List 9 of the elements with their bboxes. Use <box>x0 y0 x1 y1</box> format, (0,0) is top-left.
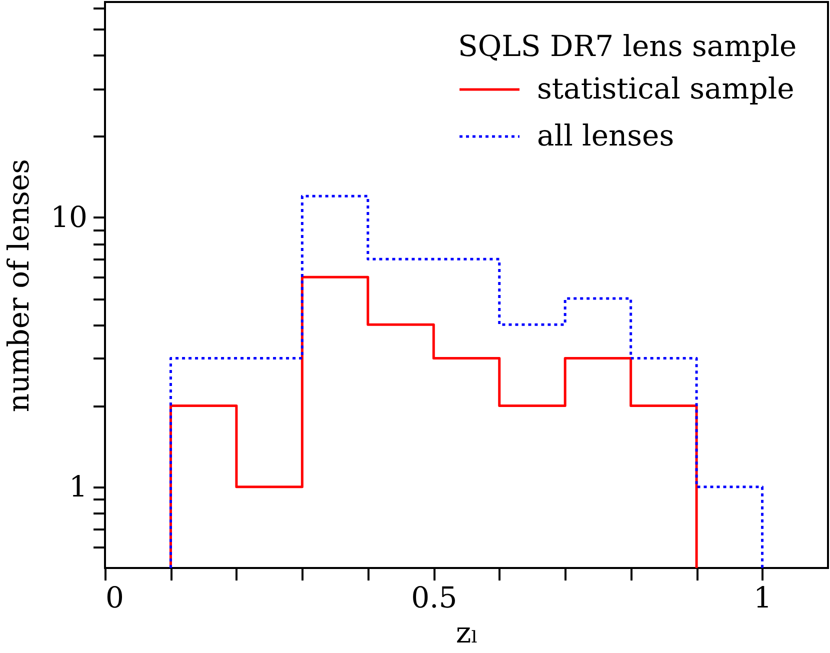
legend-label: all lenses <box>537 118 674 152</box>
legend-title: SQLS DR7 lens sample <box>458 29 797 63</box>
x-axis-title: zₗ <box>456 616 478 650</box>
legend-label: statistical sample <box>537 72 794 106</box>
x-tick-label: 0 <box>106 580 124 614</box>
x-tick-label: 0.5 <box>411 580 458 614</box>
y-axis-title: number of lenses <box>2 158 36 412</box>
y-tick-label: 10 <box>50 200 88 234</box>
x-tick-label: 1 <box>754 580 772 614</box>
